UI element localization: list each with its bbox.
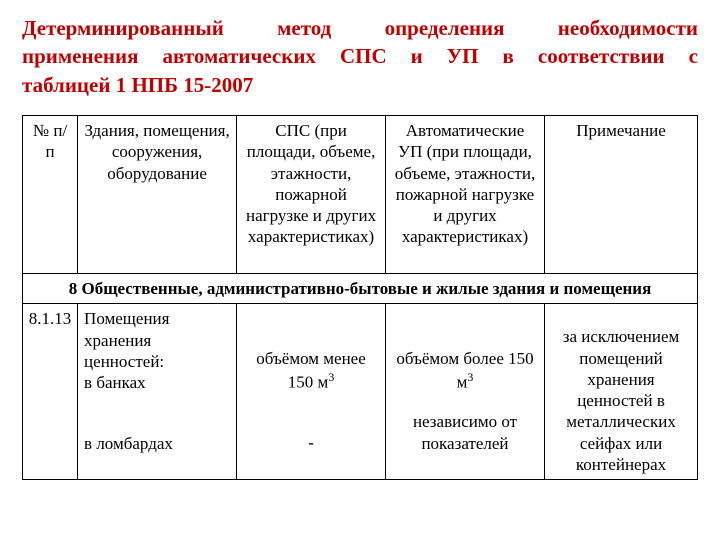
title-line-1: Детерминированный метод определения необ… bbox=[22, 14, 698, 42]
table-section-row: 8 Общественные, административно-бытовые … bbox=[23, 274, 698, 304]
table-row: 8.1.13 Помещения хранения ценностей: в б… bbox=[23, 304, 698, 480]
main-table: № п/п Здания, помещения, сооружения, обо… bbox=[22, 115, 698, 480]
title-line-2: применения автоматических СПС и УП в соо… bbox=[22, 42, 698, 70]
col-header-note: Примечание bbox=[545, 116, 698, 274]
cell-sps: объёмом менее 150 м3 - bbox=[237, 304, 386, 480]
obj-intro: Помещения хранения ценностей: bbox=[84, 308, 230, 372]
aup-a: объёмом более 150 м3 bbox=[392, 348, 538, 392]
section-title: 8 Общественные, административно-бытовые … bbox=[23, 274, 698, 304]
cell-num: 8.1.13 bbox=[23, 304, 78, 480]
cell-note: за исключением помещений хранения ценнос… bbox=[545, 304, 698, 480]
col-header-obj: Здания, помещения, сооружения, оборудова… bbox=[78, 116, 237, 274]
obj-b: в ломбардах bbox=[84, 433, 230, 454]
document-title: Детерминированный метод определения необ… bbox=[22, 14, 698, 99]
sps-a: объёмом менее 150 м3 bbox=[243, 348, 379, 392]
table-header-row: № п/п Здания, помещения, сооружения, обо… bbox=[23, 116, 698, 274]
note-text: за исключением помещений хранения ценнос… bbox=[551, 326, 691, 475]
sps-b: - bbox=[243, 432, 379, 453]
obj-a: в банках bbox=[84, 372, 230, 393]
cell-obj: Помещения хранения ценностей: в банках в… bbox=[78, 304, 237, 480]
title-line-3: таблицей 1 НПБ 15-2007 bbox=[22, 71, 698, 99]
col-header-num: № п/п bbox=[23, 116, 78, 274]
col-header-aup: Автоматические УП (при площади, объеме, … bbox=[385, 116, 544, 274]
aup-b: независимо от показателей bbox=[392, 411, 538, 454]
col-header-sps: СПС (при площади, объеме, этажности, пож… bbox=[237, 116, 386, 274]
cell-aup: объёмом более 150 м3 независимо от показ… bbox=[385, 304, 544, 480]
